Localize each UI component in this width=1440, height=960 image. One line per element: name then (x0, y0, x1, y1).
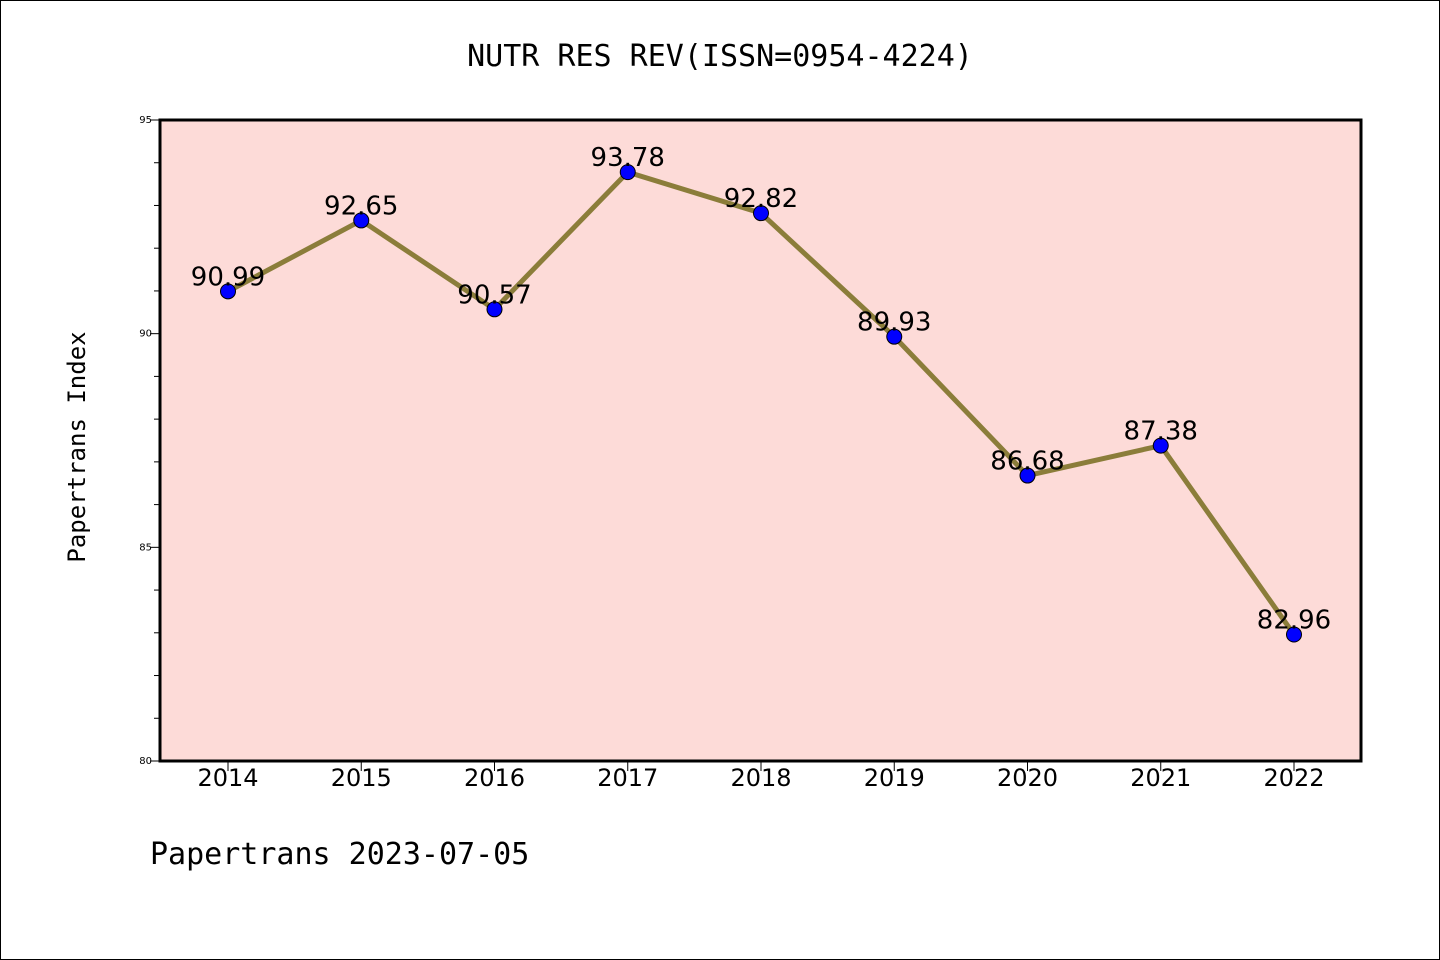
y-axis-title: Papertrans Index (63, 331, 91, 562)
y-tick-label: 90 (139, 329, 152, 340)
y-tick-label: 95 (139, 115, 152, 126)
data-point-marker (753, 205, 769, 222)
series-layer (220, 164, 1302, 643)
data-point-marker (886, 328, 903, 345)
data-point-marker (1019, 467, 1036, 484)
chart-title: NUTR RES REV(ISSN=0954-4224) (467, 39, 973, 74)
x-tick-label: 2017 (597, 764, 658, 792)
plot-border (158, 118, 1363, 763)
data-point-marker (1152, 437, 1169, 454)
data-value-label: 90.57 (457, 280, 531, 310)
data-value-label: 90.99 (191, 262, 265, 292)
data-value-label: 87.38 (1124, 417, 1198, 447)
x-tick-label: 2021 (1130, 764, 1191, 792)
x-tick-label: 2019 (864, 764, 925, 792)
data-point-marker (619, 164, 636, 181)
data-value-label: 92.82 (724, 184, 798, 214)
x-tick-label: 2015 (331, 764, 392, 792)
x-tick-label: 2018 (730, 764, 791, 792)
data-point-marker (486, 301, 503, 318)
data-point-marker (220, 283, 236, 300)
data-value-label: 89.93 (857, 308, 931, 338)
x-axis-ticks: 2014 2015 2016 2017 2018 2019 2020 2021 2022 (197, 761, 1325, 792)
x-tick-label: 2020 (997, 764, 1058, 792)
data-labels: 90.99 92.65 90.57 93.78 92.82 89.93 86.68 87.38… (191, 143, 1331, 635)
data-point-marker (353, 212, 370, 229)
data-value-label: 82.96 (1257, 606, 1331, 636)
y-tick-label: 80 (139, 756, 152, 767)
data-value-label: 92.65 (324, 191, 398, 221)
y-tick-label: 85 (139, 542, 152, 553)
x-tick-label: 2014 (197, 764, 258, 792)
data-value-label: 93.78 (591, 143, 665, 173)
data-point-marker (1286, 626, 1302, 643)
x-tick-label: 2022 (1263, 764, 1324, 792)
y-axis-ticks: 80 85 90 95 (139, 115, 160, 767)
x-tick-label: 2016 (464, 764, 525, 792)
footer-date-label: Papertrans 2023-07-05 (150, 837, 529, 872)
data-value-label: 86.68 (990, 447, 1064, 477)
